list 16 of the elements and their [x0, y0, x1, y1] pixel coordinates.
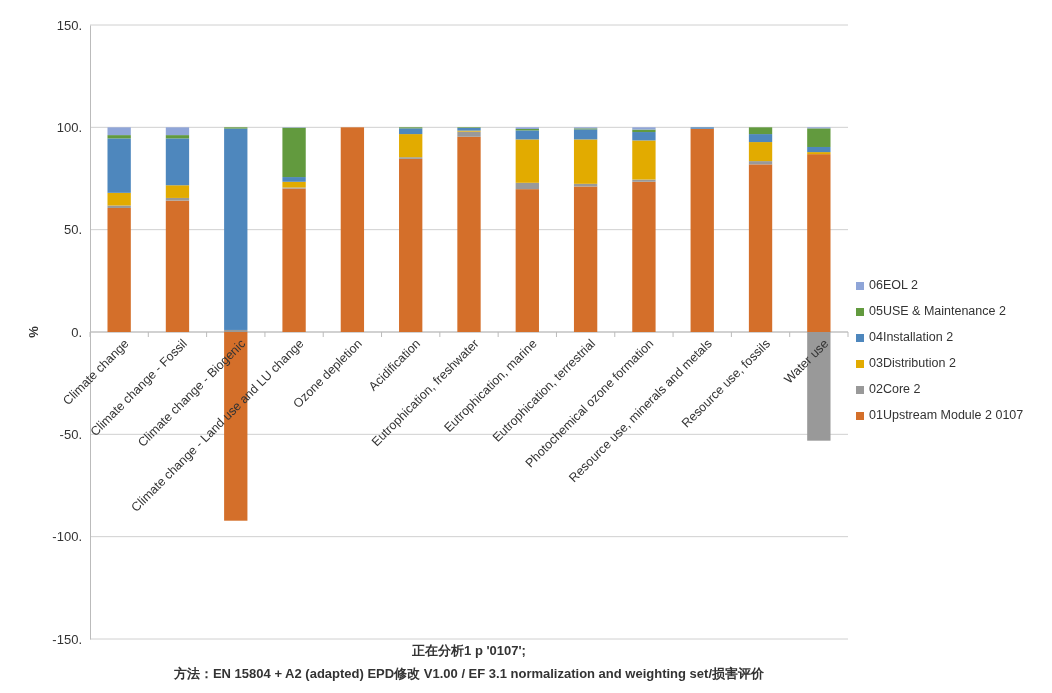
y-tick-label: 150.	[56, 17, 82, 33]
text: 方法：EN 15804 + A2 (adapted) EPD修改 V1.00 / EF 3.1 normalization and weighting set/损害评价	[172, 666, 766, 681]
legend-label: 05USE & Maintenance 2	[869, 304, 1006, 319]
y-tick-label: 50.	[63, 222, 82, 238]
y-tick-label: -150.	[52, 631, 82, 647]
y-tick-label: -100.	[52, 529, 82, 545]
legend-label: 03Distribution 2	[869, 356, 956, 371]
y-tick-label: 0.	[71, 324, 82, 340]
y-axis-title: %	[26, 325, 41, 338]
y-tick-label: 100.	[56, 119, 82, 135]
legend-label: 01Upstream Module 2 0107	[869, 408, 1024, 423]
y-tick-label: -50.	[59, 426, 82, 442]
legend-label: 04Installation 2	[869, 330, 954, 345]
legend-label: 02Core 2	[869, 382, 921, 397]
x-axis-title: 正在分析1 p '0107';	[411, 643, 526, 658]
legend-label: 06EOL 2	[869, 278, 918, 293]
